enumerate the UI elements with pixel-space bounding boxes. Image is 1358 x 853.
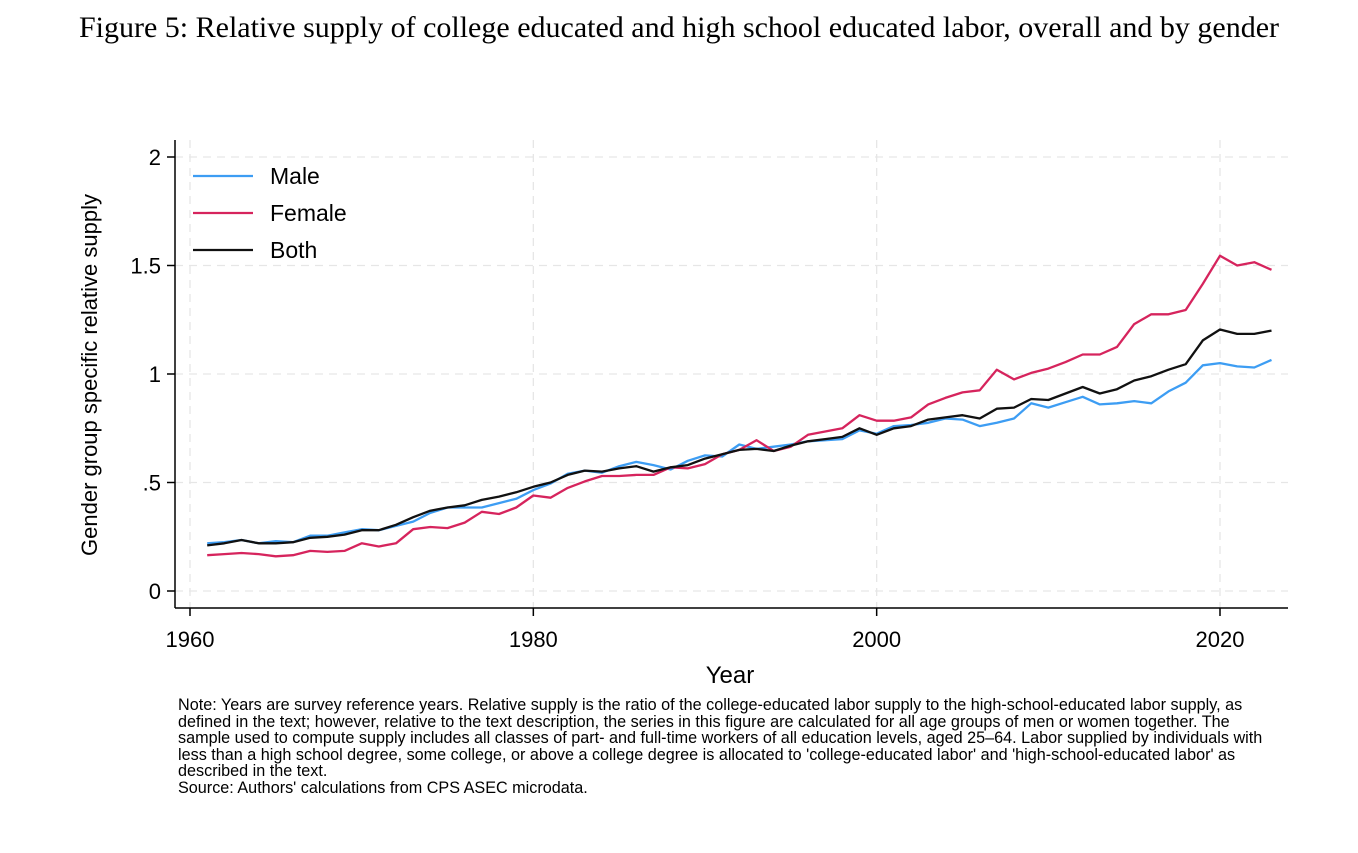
note-text: Note: Years are survey reference years. … xyxy=(178,696,1263,780)
legend-label-female: Female xyxy=(270,200,347,226)
gridlines xyxy=(175,140,1288,608)
series-line-female xyxy=(207,254,1272,558)
series-lines xyxy=(207,254,1272,558)
legend-label-male: Male xyxy=(270,163,320,189)
x-axis-label: Year xyxy=(706,662,755,689)
figure-title: Figure 5: Relative supply of college edu… xyxy=(78,11,1280,44)
y-tick-label: 2 xyxy=(149,145,161,170)
series-line-male xyxy=(207,358,1272,545)
legend-label-both: Both xyxy=(270,237,317,263)
y-tick-label: 1.5 xyxy=(130,254,161,279)
x-tick-label: 2020 xyxy=(1196,627,1245,652)
source-text: Source: Authors' calculations from CPS A… xyxy=(178,778,588,797)
y-axis-label: Gender group specific relative supply xyxy=(77,194,102,556)
x-tick-label: 1960 xyxy=(166,627,215,652)
series-line-both xyxy=(207,328,1272,547)
legend: Male Female Both xyxy=(193,163,347,263)
figure-note: Note: Years are survey reference years. … xyxy=(178,697,1278,796)
axes: 0 .5 1 1.5 2 1960 1980 2000 2020 xyxy=(130,140,1288,652)
y-tick-label: 0 xyxy=(149,579,161,604)
y-tick-label: .5 xyxy=(143,471,161,496)
y-tick-label: 1 xyxy=(149,362,161,387)
x-tick-label: 1980 xyxy=(509,627,558,652)
x-tick-label: 2000 xyxy=(852,627,901,652)
